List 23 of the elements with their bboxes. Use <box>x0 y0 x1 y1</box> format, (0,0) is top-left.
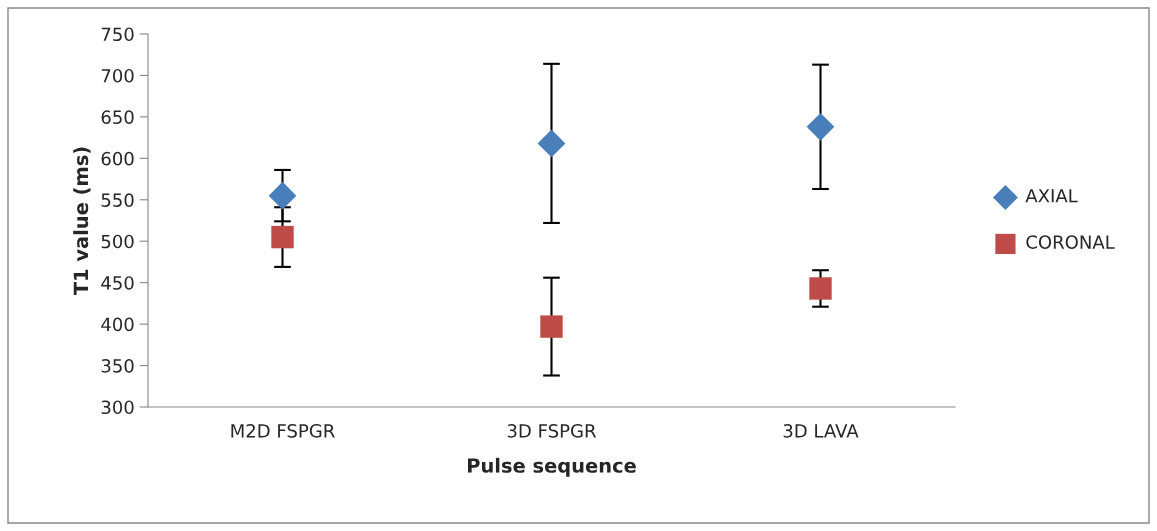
y-tick-label: 400 <box>101 317 134 332</box>
y-axis-title: T1 value (ms) <box>73 147 91 296</box>
y-tick-label: 500 <box>101 234 134 249</box>
x-axis-title: Pulse sequence <box>468 457 636 477</box>
point <box>809 277 832 300</box>
y-tick-label: 700 <box>101 68 134 83</box>
y-tick-label: 550 <box>101 193 134 207</box>
y-tick-label: 450 <box>101 276 134 290</box>
point <box>268 181 297 210</box>
y-tick-label: 350 <box>101 359 134 373</box>
x-tick-label: 3D LAVA <box>783 423 859 438</box>
legend-label: AXIAL <box>1025 189 1078 203</box>
y-tick-label: 300 <box>101 400 134 415</box>
legend-label: CORONAL <box>1026 235 1115 249</box>
x-tick-label: M2D FSPGR <box>231 423 335 438</box>
point <box>806 112 835 141</box>
y-tick-label: 750 <box>101 27 134 42</box>
x-tick-label: 3D FSPGR <box>507 423 597 438</box>
y-tick-label: 600 <box>101 151 134 166</box>
point <box>271 225 294 249</box>
point <box>540 315 563 338</box>
y-tick-label: 650 <box>101 110 134 125</box>
point <box>537 129 566 158</box>
